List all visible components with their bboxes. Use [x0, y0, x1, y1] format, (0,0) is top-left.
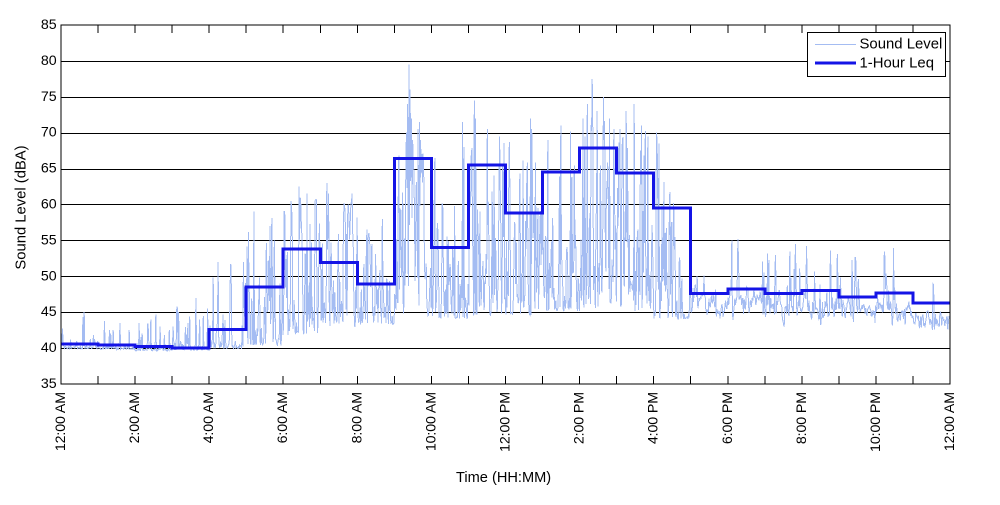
- svg-text:2:00 PM: 2:00 PM: [572, 392, 588, 444]
- svg-text:60: 60: [41, 197, 57, 213]
- svg-text:6:00 AM: 6:00 AM: [275, 392, 291, 443]
- svg-text:10:00 AM: 10:00 AM: [423, 392, 439, 451]
- svg-text:4:00 PM: 4:00 PM: [646, 392, 662, 444]
- svg-text:Sound Level (dBA): Sound Level (dBA): [14, 145, 30, 269]
- svg-text:40: 40: [41, 340, 57, 356]
- svg-text:80: 80: [41, 53, 57, 69]
- svg-text:45: 45: [41, 304, 57, 320]
- svg-text:12:00 AM: 12:00 AM: [942, 392, 958, 451]
- svg-text:50: 50: [41, 268, 57, 284]
- svg-text:12:00 PM: 12:00 PM: [498, 392, 514, 452]
- svg-text:Sound Level: Sound Level: [860, 36, 943, 52]
- svg-text:6:00 PM: 6:00 PM: [720, 392, 736, 444]
- svg-text:8:00 PM: 8:00 PM: [794, 392, 810, 444]
- svg-text:12:00 AM: 12:00 AM: [53, 392, 69, 451]
- svg-text:1-Hour Leq: 1-Hour Leq: [860, 55, 935, 71]
- svg-text:35: 35: [41, 376, 57, 392]
- svg-text:55: 55: [41, 232, 57, 248]
- svg-text:Time (HH:MM): Time (HH:MM): [456, 470, 551, 486]
- svg-text:70: 70: [41, 125, 57, 141]
- svg-text:4:00 AM: 4:00 AM: [201, 392, 217, 443]
- svg-text:85: 85: [41, 17, 57, 33]
- svg-text:10:00 PM: 10:00 PM: [868, 392, 884, 452]
- svg-text:2:00 AM: 2:00 AM: [127, 392, 143, 443]
- svg-text:65: 65: [41, 161, 57, 177]
- svg-text:8:00 AM: 8:00 AM: [349, 392, 365, 443]
- svg-text:75: 75: [41, 89, 57, 105]
